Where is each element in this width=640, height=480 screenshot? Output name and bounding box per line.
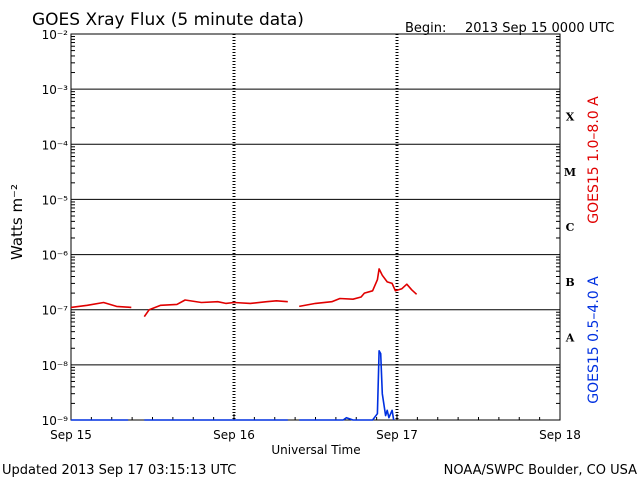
x-tick-labels: Sep 15 Sep 16 Sep 17 Sep 18 <box>50 428 581 442</box>
x-tick-label: Sep 18 <box>539 428 581 442</box>
legend-long-channel: GOES15 1.0–8.0 A <box>586 96 602 224</box>
y-tick-label: 10⁻⁶ <box>42 249 69 263</box>
credit-text: NOAA/SWPC Boulder, CO USA <box>444 463 637 478</box>
y-tick-labels: 10⁻² 10⁻³ 10⁻⁴ 10⁻⁵ 10⁻⁶ 10⁻⁷ 10⁻⁸ 10⁻⁹ <box>42 28 69 428</box>
x-tick-label: Sep 16 <box>213 428 255 442</box>
data-series <box>70 268 418 421</box>
x-axis-label: Universal Time <box>271 443 360 457</box>
grid-lines <box>71 36 560 404</box>
day-separators <box>70 34 561 420</box>
y-tick-label: 10⁻⁵ <box>42 193 69 207</box>
flare-class-label: X <box>566 111 575 124</box>
y-tick-label: 10⁻⁹ <box>42 414 69 428</box>
updated-timestamp: Updated 2013 Sep 17 03:15:13 UTC <box>2 463 236 478</box>
flare-class-labels: X M C B A <box>564 111 576 345</box>
y-tick-label: 10⁻⁴ <box>42 138 69 152</box>
long-channel-line-0 <box>70 301 132 309</box>
y-tick-label: 10⁻⁷ <box>42 304 69 318</box>
flare-class-label: C <box>566 221 575 234</box>
y-axis-label: Watts m⁻² <box>8 184 26 260</box>
begin-label: Begin: <box>405 21 446 36</box>
long-channel-line-2 <box>299 268 418 308</box>
plot-frame <box>70 33 561 421</box>
chart-title: GOES Xray Flux (5 minute data) <box>32 10 304 30</box>
flare-class-label: M <box>564 166 576 179</box>
y-tick-label: 10⁻³ <box>42 83 69 97</box>
long-channel-line-1 <box>143 299 288 318</box>
flare-class-label: A <box>565 331 575 344</box>
x-tick-label: Sep 15 <box>50 428 92 442</box>
y-tick-label: 10⁻² <box>42 28 69 42</box>
y-tick-label: 10⁻⁸ <box>42 359 69 373</box>
legend-short-channel: GOES15 0.5–4.0 A <box>586 276 602 404</box>
short-channel-line-2 <box>299 349 395 421</box>
flare-class-label: B <box>565 276 574 289</box>
begin-value: 2013 Sep 15 0000 UTC <box>465 21 615 36</box>
x-tick-label: Sep 17 <box>376 428 418 442</box>
